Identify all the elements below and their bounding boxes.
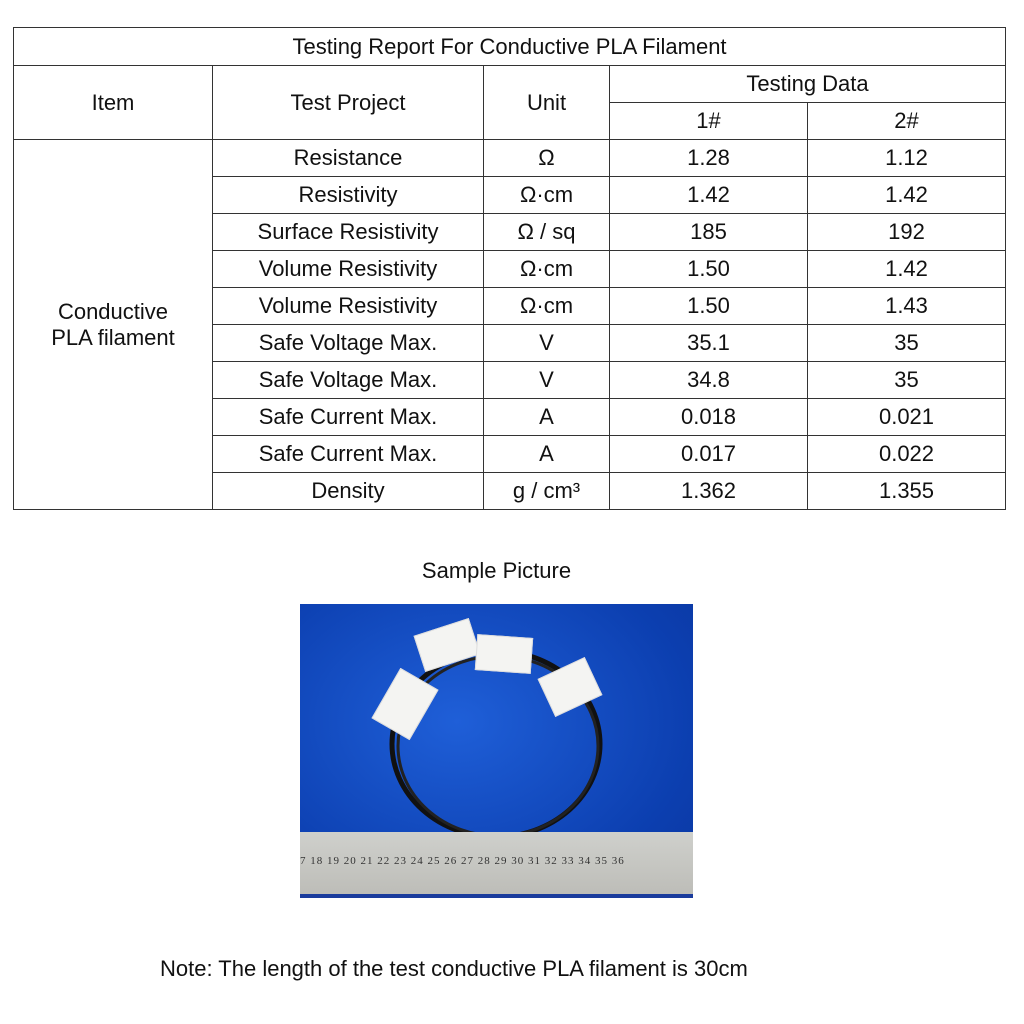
unit-cell: Ω bbox=[483, 139, 610, 177]
value-2-cell: 1.12 bbox=[807, 139, 1006, 177]
value-1-cell: 35.1 bbox=[609, 324, 808, 362]
table-row: Safe Current Max. A 0.017 0.022 bbox=[14, 435, 1006, 473]
value-1-cell: 1.50 bbox=[609, 287, 808, 325]
value-2-cell: 192 bbox=[807, 213, 1006, 251]
ruler: 7 18 19 20 21 22 23 24 25 26 27 28 29 30… bbox=[300, 832, 693, 898]
unit-cell: V bbox=[483, 324, 610, 362]
value-1-cell: 185 bbox=[609, 213, 808, 251]
header-project: Test Project bbox=[212, 65, 484, 140]
sample-photo: 7 18 19 20 21 22 23 24 25 26 27 28 29 30… bbox=[300, 604, 693, 898]
item-cell: Conductive PLA filament bbox=[13, 139, 213, 510]
sample-caption: Sample Picture bbox=[421, 558, 572, 583]
value-1-cell: 1.28 bbox=[609, 139, 808, 177]
unit-cell: A bbox=[483, 398, 610, 436]
header-testing-data: Testing Data bbox=[609, 65, 1006, 103]
unit-cell: Ω·cm bbox=[483, 287, 610, 325]
project-cell: Resistivity bbox=[212, 176, 484, 214]
note-text: Note: The length of the test conductive … bbox=[160, 956, 748, 981]
project-cell: Surface Resistivity bbox=[212, 213, 484, 251]
value-2-cell: 35 bbox=[807, 361, 1006, 399]
table-row: Volume Resistivity Ω·cm 1.50 1.42 bbox=[14, 250, 1006, 288]
unit-cell: g / cm³ bbox=[483, 472, 610, 510]
unit-cell: Ω·cm bbox=[483, 250, 610, 288]
header-unit: Unit bbox=[483, 65, 610, 140]
header-sample-1: 1# bbox=[609, 102, 808, 140]
value-1-cell: 34.8 bbox=[609, 361, 808, 399]
test-report-table: Testing Report For Conductive PLA Filame… bbox=[13, 27, 1006, 510]
value-2-cell: 1.42 bbox=[807, 250, 1006, 288]
value-1-cell: 1.50 bbox=[609, 250, 808, 288]
value-1-cell: 1.362 bbox=[609, 472, 808, 510]
value-1-cell: 1.42 bbox=[609, 176, 808, 214]
header-sample-2: 2# bbox=[807, 102, 1006, 140]
unit-cell: Ω·cm bbox=[483, 176, 610, 214]
project-cell: Safe Voltage Max. bbox=[212, 324, 484, 362]
label-tag bbox=[474, 634, 534, 674]
value-2-cell: 35 bbox=[807, 324, 1006, 362]
table-row: Volume Resistivity Ω·cm 1.50 1.43 bbox=[14, 287, 1006, 325]
table-row: Conductive PLA filament Resistance Ω 1.28 1.… bbox=[13, 139, 1006, 510]
unit-cell: Ω / sq bbox=[483, 213, 610, 251]
project-cell: Safe Current Max. bbox=[212, 398, 484, 436]
value-2-cell: 1.42 bbox=[807, 176, 1006, 214]
project-cell: Volume Resistivity bbox=[212, 287, 484, 325]
value-2-cell: 0.021 bbox=[807, 398, 1006, 436]
project-cell: Volume Resistivity bbox=[212, 250, 484, 288]
table-row: Safe Voltage Max. V 34.8 35 bbox=[14, 361, 1006, 399]
value-1-cell: 0.018 bbox=[609, 398, 808, 436]
header-item: Item bbox=[13, 65, 213, 140]
project-cell: Safe Current Max. bbox=[212, 435, 484, 473]
value-2-cell: 0.022 bbox=[807, 435, 1006, 473]
value-1-cell: 0.017 bbox=[609, 435, 808, 473]
unit-cell: V bbox=[483, 361, 610, 399]
value-2-cell: 1.43 bbox=[807, 287, 1006, 325]
unit-cell: A bbox=[483, 435, 610, 473]
value-2-cell: 1.355 bbox=[807, 472, 1006, 510]
table-title: Testing Report For Conductive PLA Filame… bbox=[13, 27, 1006, 66]
project-cell: Density bbox=[212, 472, 484, 510]
table-row: Safe Voltage Max. V 35.1 35 bbox=[14, 324, 1006, 362]
project-cell: Safe Voltage Max. bbox=[212, 361, 484, 399]
table-row: Density g / cm³ 1.362 1.355 bbox=[14, 472, 1006, 510]
project-cell: Resistance bbox=[212, 139, 484, 177]
